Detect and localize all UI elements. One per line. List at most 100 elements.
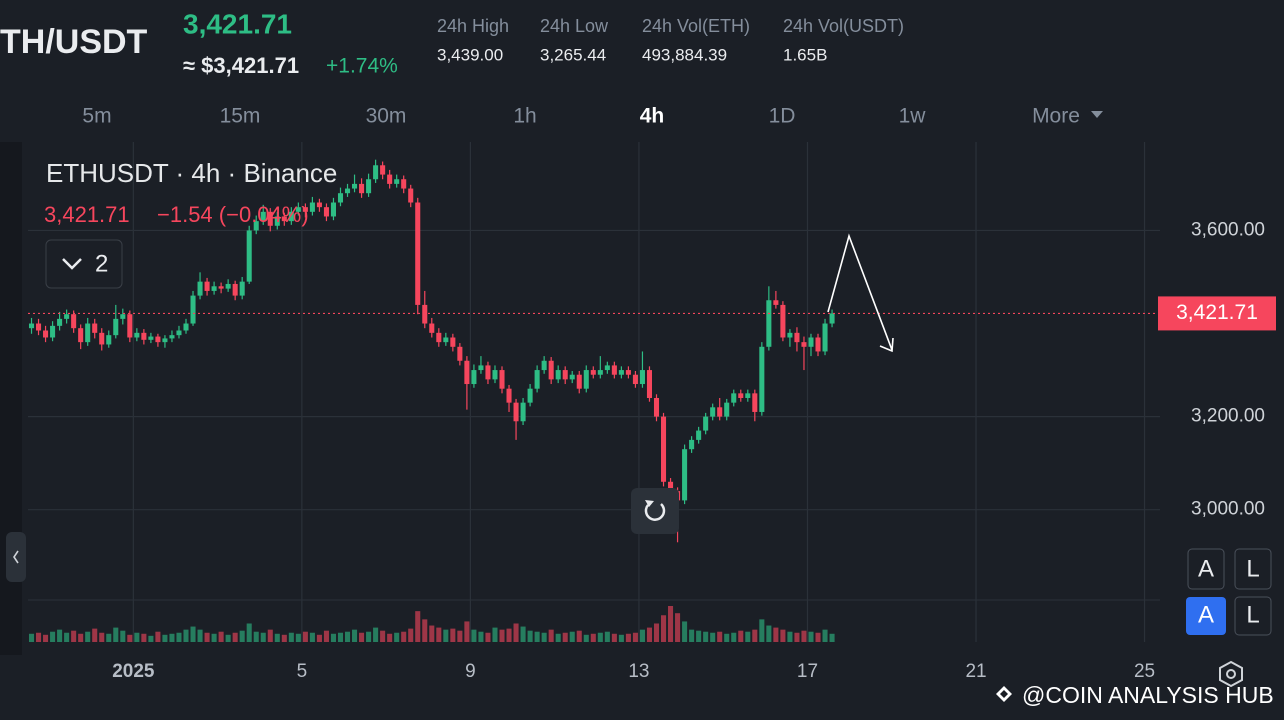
timeframe-tab[interactable]: 5m — [82, 105, 111, 128]
volume-bar — [829, 633, 835, 642]
candle-body — [422, 304, 428, 324]
volume-bar — [239, 630, 245, 642]
x-tick-label: 2025 — [112, 661, 155, 682]
candle-body — [717, 407, 723, 417]
candle-body — [50, 325, 56, 338]
timeframe-tab[interactable]: More — [1032, 105, 1080, 128]
volume-bar — [141, 633, 147, 642]
volume-bar — [148, 635, 154, 642]
candle-body — [232, 283, 238, 296]
volume-bar — [766, 625, 772, 642]
volume-bar — [78, 633, 84, 642]
candle-body — [464, 360, 470, 385]
timeframe-tab[interactable]: 15m — [220, 105, 261, 128]
chevron — [62, 258, 82, 270]
candle-body — [506, 388, 512, 403]
volume-bar — [197, 629, 203, 642]
volume-bar — [653, 623, 660, 642]
volume-bar — [323, 630, 329, 642]
volume-bar — [478, 631, 484, 642]
volume-bar — [541, 632, 547, 642]
y-tick-label: 3,600.00 — [1191, 219, 1265, 240]
volume-bar — [344, 631, 351, 642]
last-change: −1.54 (−0.04%) — [157, 202, 309, 227]
candle-body — [604, 365, 610, 371]
volume-bar — [632, 632, 638, 642]
volume-bar — [513, 623, 519, 642]
candle-body — [618, 370, 624, 375]
stat-label: 24h Vol(ETH) — [642, 16, 750, 36]
candle-body — [555, 370, 561, 380]
candle-body — [57, 318, 63, 326]
timeframe-tab[interactable]: 1h — [513, 105, 536, 128]
candle-body — [492, 370, 498, 380]
stat-value: 3,439.00 — [437, 45, 503, 64]
volume-bar — [752, 629, 758, 642]
candle-body — [141, 332, 147, 340]
volume-bar — [738, 630, 744, 642]
candle-body — [773, 300, 779, 305]
volume-bar — [731, 632, 737, 642]
timeframe-tab[interactable]: 1D — [769, 105, 796, 128]
side-toggle[interactable] — [6, 532, 26, 582]
candle-body — [808, 337, 814, 347]
candle-body — [373, 165, 379, 180]
timeframe-tab[interactable]: 30m — [366, 105, 407, 128]
stat-value: 493,884.39 — [642, 45, 727, 64]
volume-bar — [787, 631, 793, 642]
candle-body — [323, 207, 329, 217]
x-tick-label: 21 — [965, 661, 986, 682]
log-button-volume[interactable] — [1234, 596, 1272, 636]
candle-body — [78, 328, 84, 343]
settings-icon[interactable] — [1219, 660, 1243, 688]
price-tag-label: 3,421.71 — [1176, 301, 1258, 324]
reset-button[interactable] — [631, 488, 679, 534]
auto-button[interactable] — [1187, 548, 1225, 590]
volume-bar — [309, 632, 315, 642]
candle-body — [801, 342, 807, 347]
log-button[interactable] — [1234, 548, 1272, 590]
x-tick-label: 9 — [465, 661, 476, 682]
candle-body — [829, 313, 835, 324]
volume-bar — [162, 634, 168, 642]
timeframe-tab[interactable]: 1w — [899, 105, 927, 128]
volume-bar — [232, 632, 238, 642]
drawn-arrow — [827, 233, 893, 351]
volume-bar — [352, 629, 358, 642]
left-edge — [0, 142, 22, 655]
volume-bar — [359, 632, 365, 642]
candle-body — [99, 332, 105, 345]
candle-body — [225, 283, 231, 289]
volume-bar — [218, 631, 224, 642]
candle-body — [43, 330, 49, 338]
volume-bar — [253, 631, 259, 642]
volume-bar — [548, 629, 554, 642]
volume-bar — [260, 632, 266, 642]
volume-bar — [682, 621, 688, 642]
volume-bar — [183, 629, 189, 642]
volume-bar — [36, 632, 42, 642]
volume-bar — [373, 627, 379, 642]
volume-bar — [127, 634, 133, 642]
candle-body — [316, 202, 322, 208]
price: 3,421.71 — [183, 8, 292, 39]
stats: 24h High 3,439.00 24h Low 3,265.44 24h Vol(E… — [437, 16, 904, 65]
x-tick-label: 25 — [1134, 661, 1155, 682]
volume-bar — [113, 627, 119, 642]
volume-bar — [822, 629, 828, 642]
timeframe-tab[interactable]: 4h — [640, 105, 665, 128]
stat-value: 1.65B — [783, 45, 827, 64]
auto-button-volume[interactable] — [1186, 597, 1226, 635]
candle-body — [738, 393, 744, 398]
usd-price: ≈ $3,421.71 — [183, 53, 299, 78]
stat-label: 24h Low — [540, 16, 609, 36]
chart-title: ETHUSDT · 4h · Binance — [46, 158, 337, 188]
candle-body — [457, 346, 463, 361]
indicator-toggle[interactable] — [45, 239, 123, 289]
volume-bar — [246, 623, 252, 642]
candle-body — [471, 370, 477, 385]
volume-bar — [443, 629, 449, 642]
candle-body — [92, 323, 98, 333]
